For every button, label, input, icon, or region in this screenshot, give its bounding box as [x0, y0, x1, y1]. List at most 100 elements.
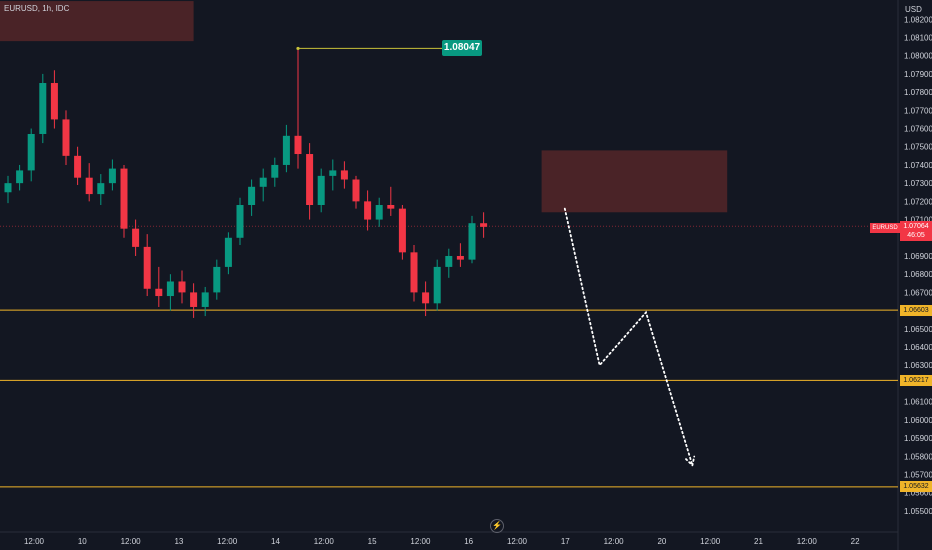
candle-up: [236, 205, 244, 238]
x-tick-label: 20: [657, 537, 666, 546]
y-tick-label: 1.07200: [904, 197, 932, 206]
candle-down: [85, 177, 93, 195]
candle-up: [433, 266, 441, 304]
supply-zone-1: [0, 1, 194, 42]
candle-down: [120, 168, 128, 229]
candle-down: [294, 135, 302, 155]
candle-up: [468, 223, 476, 260]
level-layer: [0, 225, 898, 488]
y-tick-label: 1.06100: [904, 398, 932, 407]
level-tag-2: 1.06217: [900, 374, 932, 386]
candle-up: [201, 292, 209, 307]
y-tick-label: 1.05900: [904, 434, 932, 443]
y-tick-label: 1.06400: [904, 343, 932, 352]
candle-up: [16, 170, 24, 184]
x-tick-label: 12:00: [507, 537, 528, 546]
y-tick-label: 1.05500: [904, 507, 932, 516]
peak-marker: [296, 46, 442, 51]
y-tick-label: 1.06000: [904, 416, 932, 425]
candle-down: [398, 208, 406, 253]
x-tick-label: 12:00: [217, 537, 238, 546]
candle-up: [329, 170, 337, 176]
candle-up: [445, 255, 453, 267]
current-price-tag: 1.07064 46:05: [900, 221, 932, 241]
candle-down: [50, 83, 58, 120]
candle-down: [143, 246, 151, 289]
lightning-icon[interactable]: ⚡: [490, 519, 504, 533]
y-tick-label: 1.05700: [904, 470, 932, 479]
x-tick-label: 12:00: [314, 537, 335, 546]
symbol-title[interactable]: EURUSD, 1h, IDC: [4, 4, 70, 13]
y-tick-label: 1.07100: [904, 216, 932, 225]
candle-up: [259, 177, 267, 187]
candle-down: [74, 155, 82, 178]
currency-label: USD: [905, 5, 922, 14]
projection-layer: [563, 207, 696, 468]
candle-down: [410, 252, 418, 293]
x-tick-label: 12:00: [700, 537, 721, 546]
x-tick-label: 22: [851, 537, 860, 546]
y-tick-label: 1.07600: [904, 125, 932, 134]
supply-zone-2: [541, 150, 728, 213]
candle-down: [178, 281, 186, 293]
current-price-value: 1.07064: [903, 223, 929, 230]
y-tick-label: 1.05600: [904, 489, 932, 498]
y-tick-label: 1.06300: [904, 361, 932, 370]
y-tick-label: 1.08200: [904, 15, 932, 24]
y-tick-label: 1.07400: [904, 161, 932, 170]
y-tick-label: 1.08100: [904, 33, 932, 42]
candle-up: [39, 83, 47, 134]
y-tick-label: 1.07800: [904, 88, 932, 97]
candle-down: [190, 292, 198, 307]
projection-arrowhead: [685, 455, 696, 468]
candle-up: [317, 175, 325, 206]
candle-up: [166, 281, 174, 297]
y-tick-label: 1.07500: [904, 143, 932, 152]
x-tick-label: 21: [754, 537, 763, 546]
candle-down: [306, 154, 314, 206]
level-tag-3: 1.05632: [900, 481, 932, 493]
y-tick-label: 1.08000: [904, 52, 932, 61]
peak-price-label: 1.08047: [442, 40, 482, 57]
y-tick-label: 1.07900: [904, 70, 932, 79]
candle-down: [387, 205, 395, 209]
candle-up: [213, 266, 221, 293]
level-tag-1: 1.06603: [900, 304, 932, 316]
candle-down: [364, 201, 372, 220]
candle-down: [62, 119, 70, 156]
candle-down: [155, 288, 163, 297]
x-tick-label: 12:00: [410, 537, 431, 546]
candle-up: [97, 183, 105, 195]
zone-layer: [0, 1, 728, 213]
x-tick-label: 15: [368, 537, 377, 546]
peak-dot: [296, 46, 300, 51]
y-tick-label: 1.06700: [904, 288, 932, 297]
y-tick-label: 1.07700: [904, 106, 932, 115]
x-tick-label: 16: [464, 537, 473, 546]
x-tick-label: 14: [271, 537, 280, 546]
y-tick-label: 1.06800: [904, 270, 932, 279]
candle-down: [480, 223, 488, 227]
x-tick-label: 13: [174, 537, 183, 546]
candle-up: [4, 183, 12, 193]
time-axis[interactable]: 12:00 10 12:00 13 12:00 14 12:00 15 12:00 16 12:00…: [24, 537, 860, 546]
x-tick-label: 12:00: [797, 537, 818, 546]
y-tick-label: 1.07300: [904, 179, 932, 188]
candle-up: [224, 237, 232, 267]
candle-up: [27, 133, 35, 171]
candle-down: [456, 255, 464, 260]
candle-down: [340, 170, 348, 180]
candle-up: [375, 205, 383, 220]
candle-up: [248, 186, 256, 206]
candle-up: [282, 135, 290, 165]
y-tick-label: 1.05800: [904, 452, 932, 461]
y-tick-label: 1.06500: [904, 325, 932, 334]
price-axis[interactable]: 1.08200 1.08100 1.08000 1.07900 1.07800 1.077…: [904, 15, 932, 516]
candle-down: [352, 179, 360, 202]
x-tick-label: 12:00: [121, 537, 142, 546]
y-tick-label: 1.06900: [904, 252, 932, 261]
candle-up: [271, 164, 279, 178]
ticker-tag: EURUSD: [870, 223, 900, 233]
candle-up: [108, 168, 116, 184]
